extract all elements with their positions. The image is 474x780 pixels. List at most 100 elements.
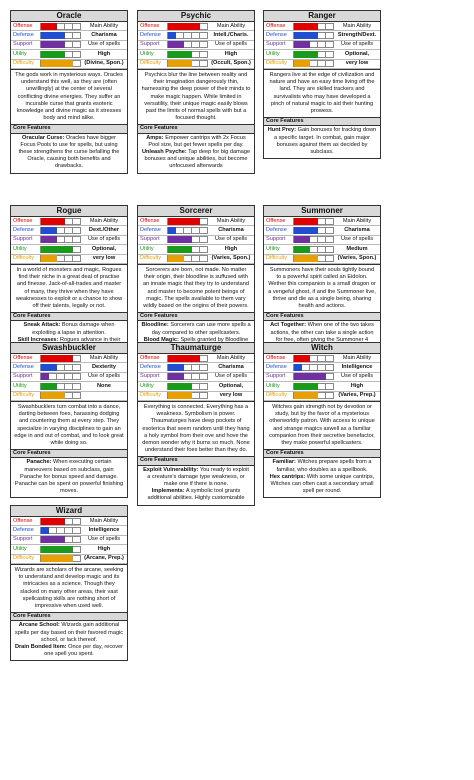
stat-label: Defense — [13, 31, 34, 38]
rating-fill — [168, 41, 184, 49]
rating-cell — [73, 41, 81, 49]
rating-cell — [200, 227, 208, 235]
stat-row: Support Use of spells — [138, 236, 254, 246]
info-text: Main Ability — [342, 354, 372, 361]
rating-cell — [57, 236, 65, 244]
rating-fill — [41, 22, 57, 30]
stat-label: Offense — [140, 354, 160, 361]
rating-cell — [318, 60, 326, 68]
feature: Familiar: Witches prepare spells from a … — [267, 459, 377, 473]
stat-row: Difficulty (Varies, Spon.) — [264, 255, 380, 264]
feature-text: Wizards gain additional spells per day b… — [14, 622, 124, 643]
info-text: Charisma — [218, 363, 244, 370]
rating-fill — [294, 50, 318, 58]
stat-label: Defense — [266, 226, 287, 233]
rating-fill — [168, 22, 200, 30]
info-text: Use of spells — [87, 41, 121, 48]
rating-fill — [294, 236, 310, 244]
rating-cell — [73, 354, 81, 362]
info-text: Use of spells — [340, 373, 374, 380]
stat-row: Offense Main Ability — [11, 22, 127, 32]
rating-fill — [41, 354, 73, 362]
stat-label: Support — [13, 236, 33, 243]
rating-bar — [293, 382, 334, 390]
rating-cell — [176, 32, 184, 40]
rating-cell — [326, 392, 334, 400]
feature: Amps: Empower cantrips with 2x Focus Poo… — [141, 135, 251, 149]
class-card: Witch Offense Main Ability Defense Intellige… — [263, 342, 381, 499]
feature: Bloodline: Sorcerers can use more spells… — [141, 322, 251, 336]
info-text: Optional, — [91, 245, 117, 252]
core-features-header: Core Features — [264, 312, 380, 322]
rating-fill — [41, 41, 65, 49]
stat-label: Utility — [13, 50, 27, 57]
stat-label: Difficulty — [140, 392, 162, 399]
rating-cell — [65, 32, 73, 40]
feature-name: Sneak Attack: — [23, 322, 61, 329]
core-features-header: Core Features — [138, 456, 254, 466]
stat-row: Offense Main Ability — [264, 22, 380, 32]
rating-cell — [176, 227, 184, 235]
stat-label: Defense — [266, 31, 287, 38]
feature-text: Oracles have bigger Focus Pools to use f… — [18, 134, 120, 170]
rating-cell — [73, 545, 81, 553]
stat-row: Difficulty very low — [11, 255, 127, 264]
stat-label: Support — [13, 373, 33, 380]
stat-row: Difficulty (Divine, Spon.) — [11, 60, 127, 69]
stat-row: Difficulty (Varies, Spon.) — [138, 255, 254, 264]
rating-bar — [293, 255, 334, 263]
feature-text: When executing certain maneuvers based o… — [14, 459, 124, 495]
card-title: Witch — [264, 343, 380, 354]
features: Oracular Curse: Oracles have bigger Focu… — [11, 134, 127, 173]
stat-label: Support — [266, 373, 286, 380]
rating-cell — [73, 60, 81, 68]
rating-fill — [168, 382, 192, 390]
rating-cell — [200, 382, 208, 390]
stat-row: Utility Medium — [264, 245, 380, 255]
rating-cell — [65, 382, 73, 390]
stat-label: Difficulty — [140, 60, 162, 67]
info-text: High — [224, 50, 238, 57]
stat-label: Defense — [13, 363, 34, 370]
rating-cell — [200, 245, 208, 253]
stat-row: Defense Intell./Charis. — [138, 31, 254, 41]
feature-text: Tap deep for big damage bonuses and uniq… — [144, 148, 251, 170]
rating-fill — [168, 217, 200, 225]
feature-name: Drain Bonded Item: — [14, 643, 67, 650]
rating-fill — [41, 555, 73, 563]
rating-cell — [49, 527, 57, 535]
info-text: very low — [219, 392, 243, 399]
core-features-header: Core Features — [138, 312, 254, 322]
stat-label: Offense — [140, 217, 160, 224]
info-text: Use of spells — [340, 41, 374, 48]
stat-row: Support Use of spells — [264, 373, 380, 383]
rating-cell — [310, 245, 318, 253]
rating-bar — [40, 227, 81, 235]
rating-cell — [318, 50, 326, 58]
core-features-header: Core Features — [264, 449, 380, 459]
rating-fill — [41, 50, 65, 58]
info-text: Main Ability — [89, 217, 119, 224]
feature-name: Act Together: — [270, 322, 307, 329]
feature-text: Once per day, recover one spell you spen… — [44, 643, 124, 658]
rating-bar — [40, 545, 81, 553]
rating-fill — [294, 32, 318, 40]
class-card: Psychic Offense Main Ability Defense Intell.… — [137, 10, 255, 174]
info-text: (Occult, Spon.) — [211, 60, 251, 67]
rating-bar — [40, 392, 81, 400]
stat-row: Offense Main Ability — [264, 217, 380, 227]
rating-bar — [167, 236, 208, 244]
rating-bar — [293, 236, 334, 244]
info-text: (Varies, Spon.) — [211, 255, 251, 262]
rating-cell — [184, 227, 192, 235]
rating-bar — [167, 60, 208, 68]
rating-cell — [57, 382, 65, 390]
stat-row: Utility High — [138, 50, 254, 60]
stat-label: Utility — [13, 245, 27, 252]
stat-row: Offense Main Ability — [264, 354, 380, 364]
rating-cell — [73, 255, 81, 263]
info-text: Optional, — [218, 382, 244, 389]
info-text: None — [97, 382, 111, 389]
info-text: Main Ability — [342, 22, 372, 29]
rating-bar — [40, 60, 81, 68]
